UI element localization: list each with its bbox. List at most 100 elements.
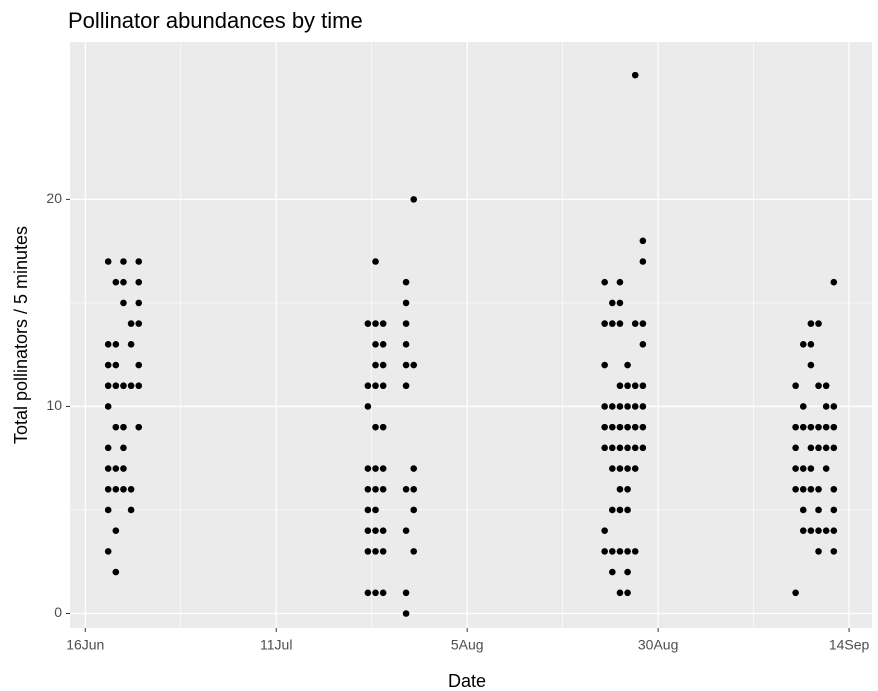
y-tick-label: 20	[46, 190, 62, 206]
point	[830, 423, 838, 431]
point	[402, 610, 410, 617]
point	[624, 382, 631, 390]
point	[799, 423, 807, 431]
point	[402, 527, 410, 534]
point	[112, 527, 120, 534]
point	[112, 465, 120, 472]
point	[807, 485, 815, 493]
point	[624, 568, 631, 576]
point	[822, 444, 830, 452]
x-axis-label: Date	[448, 671, 486, 691]
point	[624, 465, 631, 472]
point	[601, 320, 608, 327]
point	[609, 444, 616, 452]
point	[639, 403, 647, 410]
point	[372, 423, 379, 431]
point	[807, 527, 815, 534]
point	[135, 382, 143, 390]
point	[372, 341, 379, 348]
point	[822, 465, 830, 472]
point	[364, 527, 372, 534]
point	[402, 589, 410, 597]
point	[372, 485, 379, 493]
point	[830, 444, 838, 452]
point	[609, 320, 616, 327]
point	[807, 465, 815, 472]
point	[372, 548, 379, 555]
point	[639, 423, 647, 431]
point	[104, 403, 112, 410]
point	[104, 361, 112, 369]
point	[402, 299, 410, 307]
point	[631, 403, 639, 410]
point	[830, 506, 838, 514]
point	[815, 506, 822, 514]
point	[624, 403, 631, 410]
point	[799, 485, 807, 493]
point	[372, 506, 379, 514]
point	[616, 589, 624, 597]
point	[120, 444, 127, 452]
point	[112, 485, 120, 493]
point	[624, 361, 631, 369]
point	[822, 423, 830, 431]
point	[364, 506, 372, 514]
point	[112, 423, 120, 431]
point	[364, 320, 372, 327]
point	[364, 465, 372, 472]
point	[104, 382, 112, 390]
point	[822, 527, 830, 534]
point	[624, 589, 631, 597]
point	[379, 465, 387, 472]
point	[410, 506, 418, 514]
point	[792, 465, 799, 472]
point	[135, 278, 143, 286]
point	[372, 320, 379, 327]
point	[120, 258, 127, 265]
point	[372, 361, 379, 369]
point	[104, 341, 112, 348]
point	[379, 423, 387, 431]
point	[120, 278, 127, 286]
point	[639, 341, 647, 348]
point	[792, 423, 799, 431]
point	[104, 548, 112, 555]
point	[792, 444, 799, 452]
point	[616, 548, 624, 555]
x-tick-label: 11Jul	[260, 637, 292, 653]
point	[372, 465, 379, 472]
point	[379, 361, 387, 369]
point	[624, 506, 631, 514]
point	[799, 465, 807, 472]
point	[135, 361, 143, 369]
point	[372, 589, 379, 597]
point	[631, 548, 639, 555]
x-tick-label: 30Aug	[638, 637, 678, 653]
point	[639, 237, 647, 245]
point	[104, 465, 112, 472]
point	[807, 361, 815, 369]
x-tick-label: 5Aug	[451, 637, 484, 653]
point	[364, 382, 372, 390]
point	[616, 485, 624, 493]
point	[402, 278, 410, 286]
point	[624, 423, 631, 431]
chart-title: Pollinator abundances by time	[68, 8, 363, 33]
point	[402, 341, 410, 348]
point	[830, 527, 838, 534]
point	[379, 320, 387, 327]
point	[379, 589, 387, 597]
point	[112, 278, 120, 286]
y-tick-label: 0	[54, 604, 62, 620]
y-tick-label: 10	[46, 397, 62, 413]
point	[609, 423, 616, 431]
point	[372, 258, 379, 265]
point	[830, 278, 838, 286]
point	[402, 361, 410, 369]
point	[120, 423, 127, 431]
point	[639, 444, 647, 452]
point	[379, 548, 387, 555]
point	[601, 423, 608, 431]
point	[616, 465, 624, 472]
point	[127, 341, 135, 348]
